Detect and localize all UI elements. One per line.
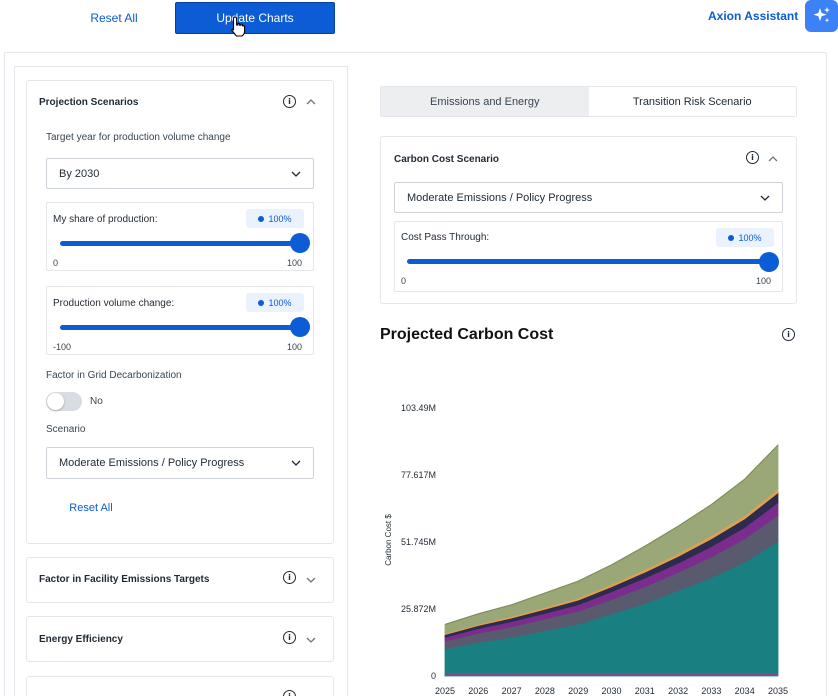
facility-targets-title: Factor in Facility Emissions Targets bbox=[39, 574, 210, 585]
x-tick-label: 2028 bbox=[535, 686, 555, 696]
info-icon[interactable]: i bbox=[746, 151, 759, 164]
projection-scenarios-title: Projection Scenarios bbox=[39, 97, 139, 108]
view-tabs: Emissions and Energy Transition Risk Sce… bbox=[380, 86, 797, 117]
x-tick-label: 2025 bbox=[435, 686, 455, 696]
area-top-outline bbox=[444, 444, 779, 626]
scenario-value: Moderate Emissions / Policy Progress bbox=[59, 457, 245, 469]
y-tick-label: 77.617M bbox=[401, 470, 436, 480]
pass-through-max-label: 100 bbox=[756, 276, 772, 286]
grid-toggle-text: No bbox=[90, 396, 103, 407]
scenario-label: Scenario bbox=[46, 424, 86, 435]
share-badge-text: 100% bbox=[268, 213, 292, 224]
target-year-label: Target year for production volume change bbox=[46, 132, 231, 143]
share-slider-thumb[interactable] bbox=[290, 233, 310, 253]
grid-decarbonization-label: Factor in Grid Decarbonization bbox=[46, 370, 182, 381]
energy-efficiency-card[interactable] bbox=[26, 616, 334, 662]
pass-through-badge-text: 100% bbox=[738, 232, 762, 243]
update-charts-button[interactable]: Update Charts bbox=[175, 2, 335, 34]
pass-through-thumb[interactable] bbox=[759, 252, 779, 272]
info-icon[interactable]: i bbox=[283, 690, 296, 696]
chevron-up-icon[interactable] bbox=[306, 97, 316, 107]
carbon-scenario-value: Moderate Emissions / Policy Progress bbox=[407, 191, 593, 204]
sparkle-icon bbox=[812, 7, 830, 23]
grid-decarbonization-toggle[interactable] bbox=[46, 392, 82, 411]
update-charts-label: Update Charts bbox=[216, 11, 294, 25]
chevron-down-icon[interactable] bbox=[306, 575, 316, 585]
y-axis-title: Carbon Cost $ bbox=[384, 514, 393, 566]
chevron-down-icon bbox=[291, 460, 301, 466]
carbon-cost-scenario-select[interactable]: Moderate Emissions / Policy Progress bbox=[394, 182, 783, 213]
volume-max-label: 100 bbox=[287, 342, 303, 352]
info-icon[interactable]: i bbox=[283, 631, 296, 644]
x-tick-label: 2029 bbox=[568, 686, 588, 696]
volume-slider-label: Production volume change: bbox=[53, 298, 175, 309]
x-tick-label: 2033 bbox=[701, 686, 721, 696]
assistant-button[interactable] bbox=[805, 0, 838, 32]
volume-badge-text: 100% bbox=[268, 297, 292, 308]
toggle-knob bbox=[47, 393, 64, 410]
x-tick-label: 2026 bbox=[468, 686, 488, 696]
volume-slider-track[interactable] bbox=[60, 325, 300, 330]
info-icon[interactable]: i bbox=[782, 328, 795, 341]
badge-dot bbox=[728, 234, 735, 241]
volume-value-badge: 100% bbox=[246, 293, 304, 312]
tab-emissions-and-energy[interactable]: Emissions and Energy bbox=[381, 87, 589, 116]
y-tick-label: 51.745M bbox=[401, 537, 436, 547]
chart-title: Projected Carbon Cost bbox=[380, 326, 554, 343]
projection-reset-all-button[interactable]: Reset All bbox=[62, 498, 120, 518]
y-tick-label: 25.872M bbox=[401, 604, 436, 614]
pass-through-min-label: 0 bbox=[401, 276, 407, 286]
x-tick-label: 2035 bbox=[768, 686, 788, 696]
badge-dot bbox=[258, 299, 265, 306]
share-min-label: 0 bbox=[53, 258, 59, 268]
pass-through-track[interactable] bbox=[407, 259, 770, 264]
x-tick-label: 2034 bbox=[735, 686, 755, 696]
info-icon[interactable]: i bbox=[283, 95, 296, 108]
facility-targets-card[interactable] bbox=[26, 557, 334, 603]
x-tick-label: 2027 bbox=[502, 686, 522, 696]
hand-cursor-icon bbox=[231, 16, 246, 37]
chevron-up-icon[interactable] bbox=[768, 154, 778, 164]
x-tick-label: 2032 bbox=[668, 686, 688, 696]
share-value-badge: 100% bbox=[246, 209, 304, 228]
axion-assistant-link[interactable]: Axion Assistant bbox=[708, 9, 799, 23]
volume-slider-thumb[interactable] bbox=[290, 317, 310, 337]
share-slider-track[interactable] bbox=[60, 241, 300, 246]
share-slider-label: My share of production: bbox=[53, 214, 158, 225]
projected-carbon-cost-chart: 0 25.872M 51.745M 77.617M 103.49M 2025 2026 202… bbox=[384, 403, 788, 696]
next-collapsed-card[interactable] bbox=[26, 676, 334, 696]
tab-transition-risk-scenario[interactable]: Transition Risk Scenario bbox=[588, 87, 796, 116]
reset-all-button[interactable]: Reset All bbox=[84, 8, 144, 28]
tab-label: Transition Risk Scenario bbox=[632, 95, 752, 108]
pass-through-badge: 100% bbox=[716, 228, 774, 247]
badge-dot bbox=[258, 215, 265, 222]
scenario-select[interactable]: Moderate Emissions / Policy Progress bbox=[46, 447, 314, 479]
target-year-select[interactable]: By 2030 bbox=[46, 158, 314, 189]
chevron-down-icon[interactable] bbox=[306, 635, 316, 645]
pass-through-label: Cost Pass Through: bbox=[401, 232, 490, 243]
tab-label: Emissions and Energy bbox=[430, 95, 540, 108]
share-max-label: 100 bbox=[287, 258, 303, 268]
carbon-cost-scenario-title: Carbon Cost Scenario bbox=[394, 154, 500, 165]
target-year-value: By 2030 bbox=[59, 167, 100, 180]
energy-efficiency-title: Energy Efficiency bbox=[39, 634, 123, 645]
x-tick-label: 2031 bbox=[635, 686, 655, 696]
y-tick-label: 0 bbox=[431, 671, 436, 681]
chevron-down-icon bbox=[291, 171, 301, 177]
volume-min-label: -100 bbox=[53, 342, 72, 352]
x-tick-label: 2030 bbox=[601, 686, 621, 696]
y-tick-label: 103.49M bbox=[401, 403, 436, 413]
info-icon[interactable]: i bbox=[283, 571, 296, 584]
chevron-down-icon bbox=[760, 195, 770, 201]
